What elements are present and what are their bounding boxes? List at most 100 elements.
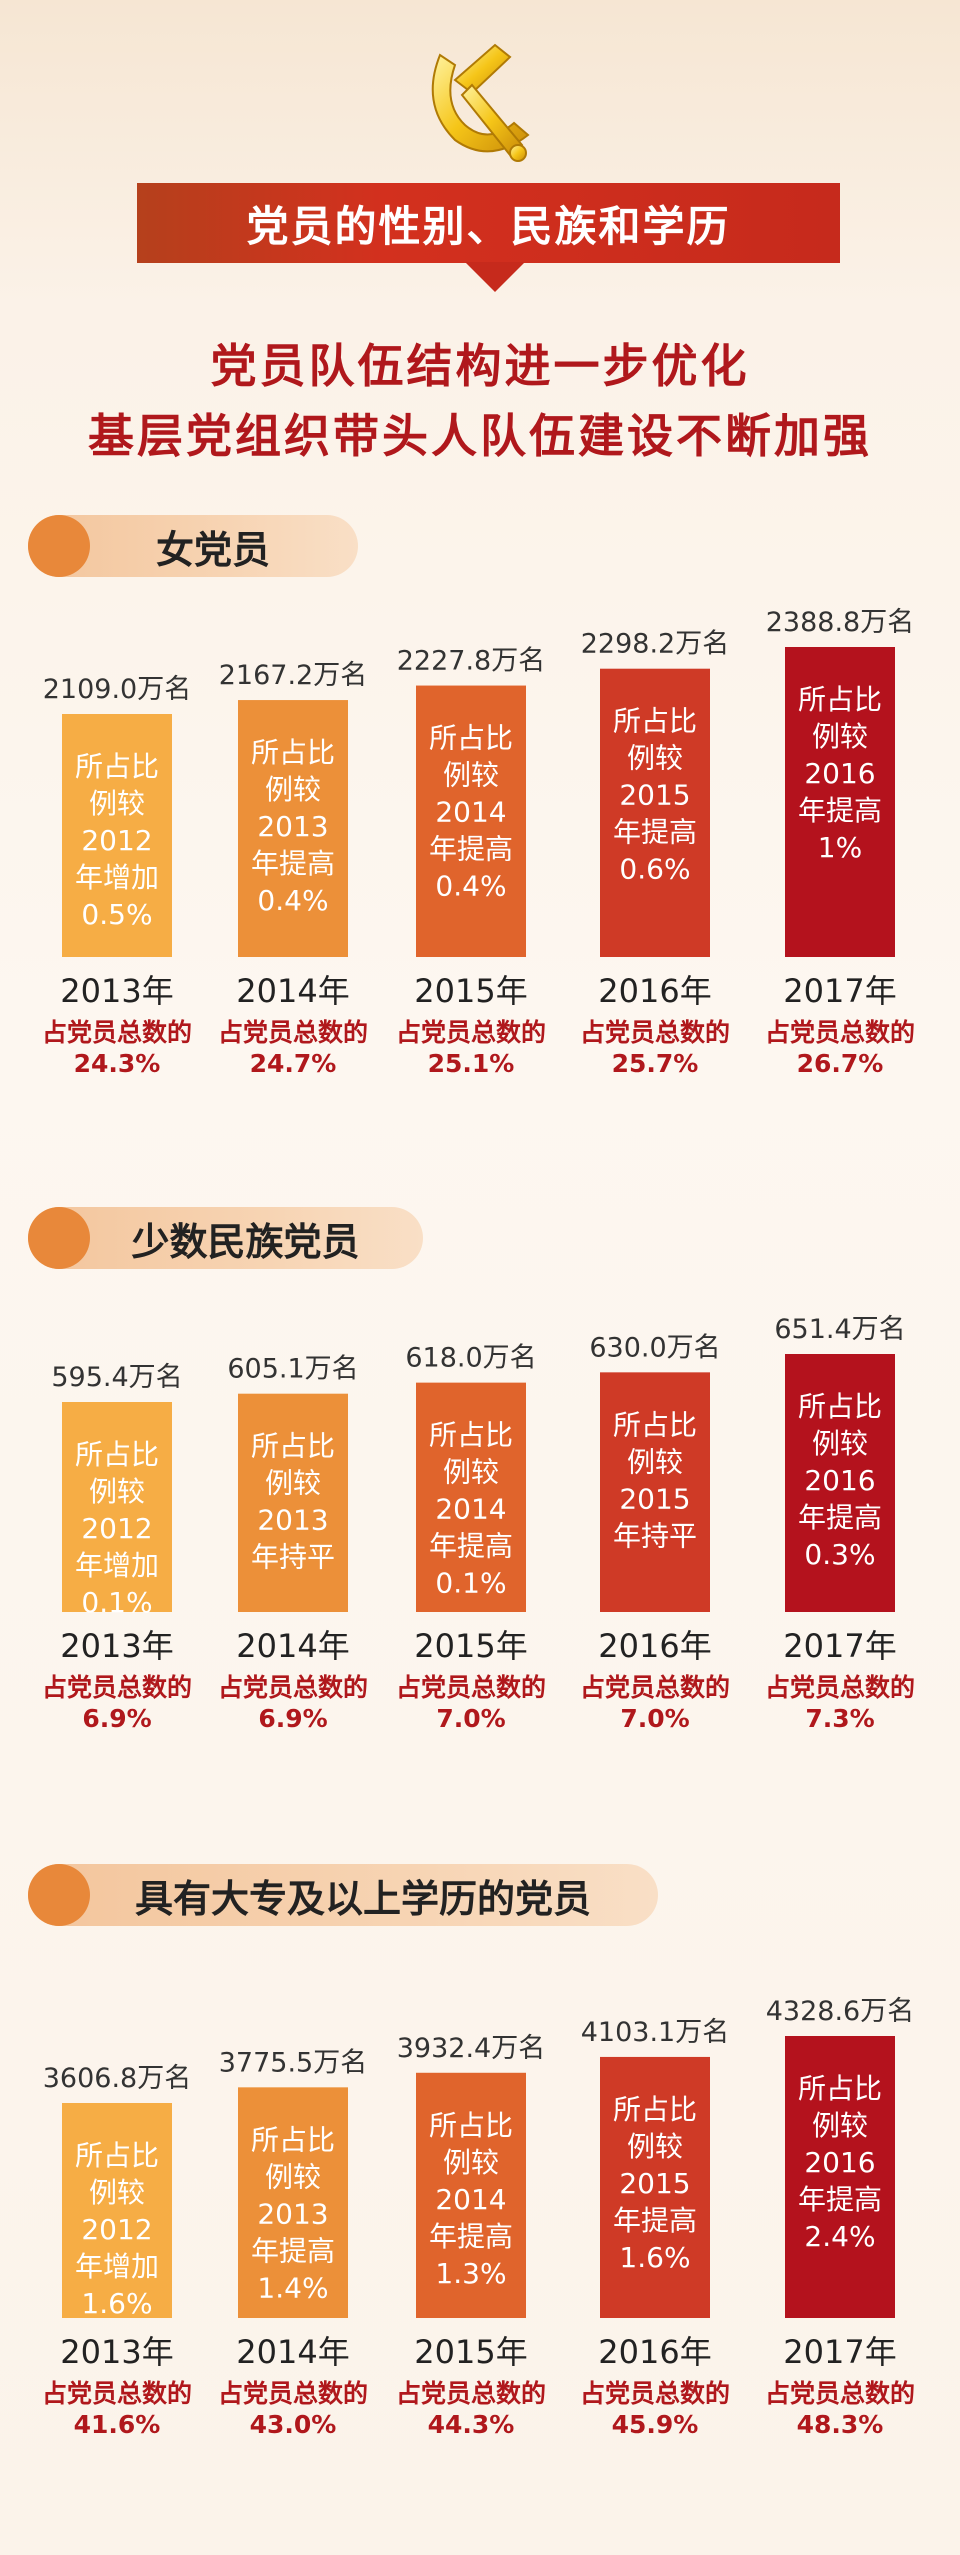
headline-line-2: 基层党组织带头人队伍建设不断加强: [88, 409, 872, 463]
bar-note: 2013: [257, 810, 328, 843]
bar-note: 所占比: [613, 705, 697, 738]
bar-note: 年提高: [251, 2234, 335, 2267]
share-caption: 占党员总数的: [42, 1018, 192, 1047]
bar: [238, 1393, 348, 1612]
bar-note: 2012: [81, 2213, 152, 2246]
share-caption: 占党员总数的: [218, 1673, 368, 1702]
section-title-college: 具有大专及以上学历的党员: [28, 1864, 658, 1926]
bar-note: 所占比: [798, 2072, 882, 2105]
year-label: 2017年: [783, 2333, 896, 2371]
value-label: 651.4万名: [774, 1314, 905, 1345]
bar: [62, 1402, 172, 1612]
bar: [785, 2036, 895, 2318]
bar: [62, 714, 172, 957]
bar-note: 2012: [81, 824, 152, 857]
bar-note: 所占比: [75, 1438, 159, 1471]
year-label: 2013年: [60, 1627, 173, 1665]
value-label: 3775.5万名: [219, 2047, 367, 2078]
share-caption: 占党员总数的: [765, 1673, 915, 1702]
bar-note: 1.4%: [257, 2271, 328, 2304]
bar-note: 例较: [265, 2160, 321, 2193]
bar-note: 年提高: [429, 833, 513, 866]
bar-note: 2014: [435, 796, 506, 829]
share-value: 24.3%: [74, 1049, 161, 1078]
share-value: 6.9%: [258, 1704, 327, 1733]
bar-note: 0.6%: [619, 853, 690, 886]
bar-note: 年增加: [75, 861, 159, 894]
bar: [600, 1372, 710, 1612]
bar-note: 0.4%: [257, 884, 328, 917]
bar-note: 例较: [89, 787, 145, 820]
bar-note: 例较: [812, 1427, 868, 1460]
bar-note: 所占比: [798, 683, 882, 716]
share-value: 43.0%: [250, 2410, 337, 2439]
bar: [238, 2087, 348, 2318]
bar-note: 2016: [804, 1464, 875, 1497]
share-caption: 占党员总数的: [218, 1018, 368, 1047]
section-title-text: 具有大专及以上学历的党员: [134, 1876, 591, 1921]
share-value: 24.7%: [250, 1049, 337, 1078]
bar-note: 年提高: [429, 1530, 513, 1563]
section-title-text: 女党员: [155, 527, 270, 572]
bar-note: 例较: [443, 1456, 499, 1489]
year-label: 2017年: [783, 972, 896, 1010]
bar-note: 所占比: [75, 750, 159, 783]
share-value: 7.0%: [620, 1704, 689, 1733]
share-value: 41.6%: [74, 2410, 161, 2439]
section-bullet-icon: [28, 1864, 90, 1926]
bar: [238, 700, 348, 957]
share-value: 25.7%: [612, 1049, 699, 1078]
bar: [785, 1354, 895, 1612]
bar-note: 年提高: [429, 2220, 513, 2253]
section-title-text: 少数民族党员: [131, 1219, 360, 1264]
bar-note: 2012: [81, 1512, 152, 1545]
year-label: 2016年: [598, 1627, 711, 1665]
share-caption: 占党员总数的: [765, 1018, 915, 1047]
bar-note: 例较: [265, 773, 321, 806]
year-label: 2017年: [783, 1627, 896, 1665]
bar: [416, 1382, 526, 1612]
year-label: 2016年: [598, 2333, 711, 2371]
bar-note: 例较: [627, 742, 683, 775]
bar-note: 年增加: [75, 1549, 159, 1582]
share-value: 45.9%: [612, 2410, 699, 2439]
value-label: 630.0万名: [589, 1332, 720, 1363]
share-value: 48.3%: [797, 2410, 884, 2439]
section-bullet-icon: [28, 1207, 90, 1269]
bar-note: 年增加: [75, 2250, 159, 2283]
bar: [600, 2056, 710, 2318]
value-label: 3932.4万名: [397, 2033, 545, 2064]
value-label: 2167.2万名: [219, 660, 367, 691]
bar-note: 1.6%: [619, 2241, 690, 2274]
bar-note: 0.1%: [81, 1586, 152, 1619]
year-label: 2013年: [60, 972, 173, 1010]
bar: [416, 685, 526, 957]
share-value: 25.1%: [428, 1049, 515, 1078]
headline-line-1: 党员队伍结构进一步优化: [210, 339, 750, 393]
bar-note: 年提高: [613, 2204, 697, 2237]
bar-note: 所占比: [798, 1390, 882, 1423]
year-label: 2015年: [414, 2333, 527, 2371]
bar-note: 例较: [443, 2146, 499, 2179]
section-title-minority: 少数民族党员: [28, 1207, 423, 1269]
bar-note: 所占比: [613, 2093, 697, 2126]
value-label: 2388.8万名: [766, 607, 914, 638]
value-label: 4103.1万名: [581, 2017, 729, 2048]
bar: [600, 668, 710, 957]
value-label: 618.0万名: [405, 1343, 536, 1374]
value-label: 2109.0万名: [43, 674, 191, 705]
bar-note: 年持平: [251, 1541, 335, 1574]
bar-note: 2013: [257, 2197, 328, 2230]
share-caption: 占党员总数的: [42, 2379, 192, 2408]
bar-note: 1.3%: [435, 2257, 506, 2290]
share-caption: 占党员总数的: [218, 2379, 368, 2408]
bar-note: 所占比: [75, 2139, 159, 2172]
value-label: 605.1万名: [227, 1354, 358, 1385]
bar-note: 2014: [435, 1493, 506, 1526]
value-label: 595.4万名: [51, 1362, 182, 1393]
share-value: 7.3%: [805, 1704, 874, 1733]
bar-note: 0.3%: [804, 1538, 875, 1571]
bar-note: 2014: [435, 2183, 506, 2216]
bar: [416, 2072, 526, 2318]
banner-title: 党员的性别、民族和学历: [137, 183, 840, 263]
